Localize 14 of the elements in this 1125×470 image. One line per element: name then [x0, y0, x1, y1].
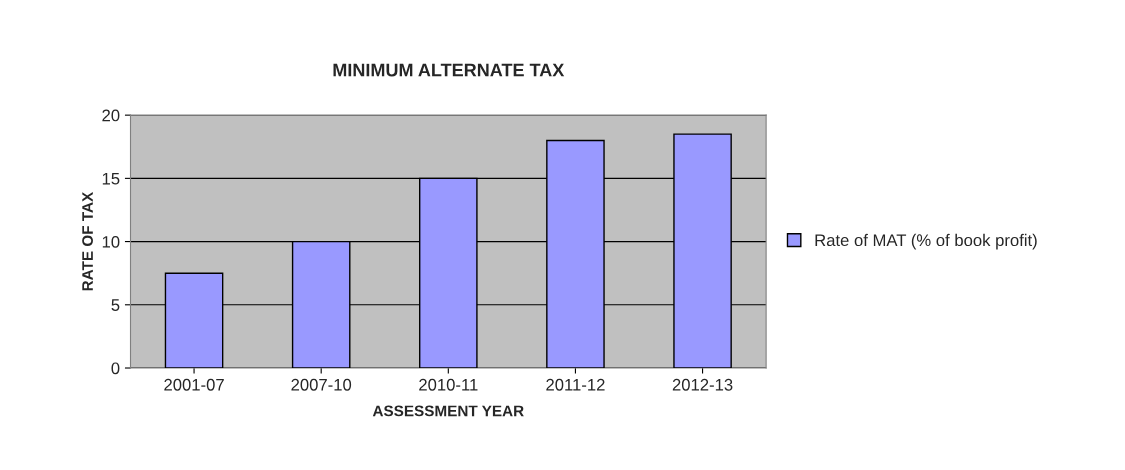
- y-tick-label: 0: [111, 362, 120, 375]
- chart-title: MINIMUM ALTERNATE TAX: [333, 63, 565, 77]
- y-axis-title: RATE OF TAX: [82, 191, 93, 291]
- y-tick-label: 15: [102, 172, 120, 185]
- x-tick-label: 2012-13: [672, 378, 733, 391]
- x-tick-label: 2001-07: [164, 378, 224, 391]
- x-tick-label: 2007-10: [291, 378, 352, 391]
- y-tick-label: 5: [111, 299, 120, 311]
- y-tick-label: 20: [102, 109, 120, 122]
- x-axis-title: ASSESSMENT YEAR: [372, 405, 524, 417]
- legend-label: Rate of MAT (% of book profit): [815, 233, 1037, 250]
- x-tick-label: 2011-12: [546, 378, 605, 391]
- x-tick-label: 2010-11: [419, 378, 478, 391]
- y-tick-label: 10: [102, 235, 120, 248]
